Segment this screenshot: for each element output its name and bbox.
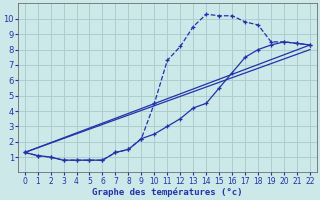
X-axis label: Graphe des températures (°c): Graphe des températures (°c) <box>92 187 243 197</box>
